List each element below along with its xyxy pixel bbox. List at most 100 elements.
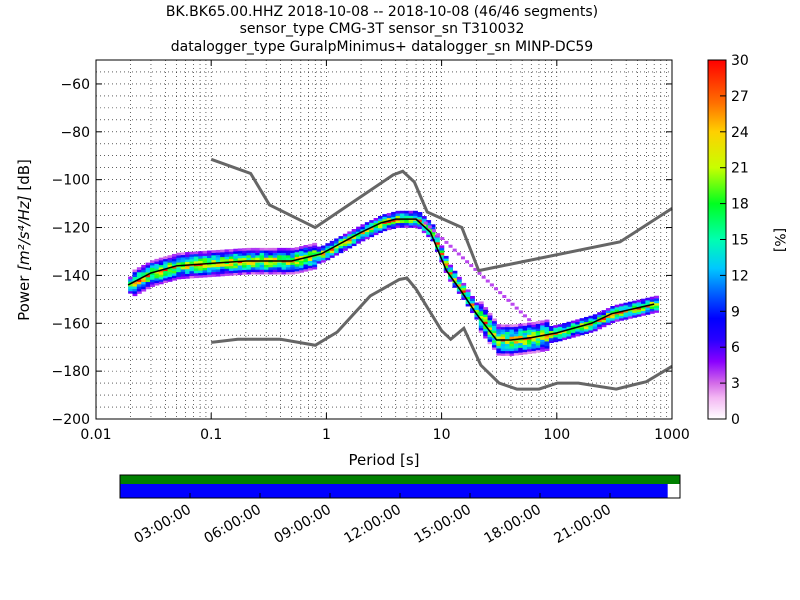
psd-cell [268, 269, 274, 273]
psd-cell [588, 320, 594, 324]
psd-cell [356, 226, 361, 230]
psd-cell [303, 264, 309, 267]
psd-cell [395, 215, 401, 219]
psd-cell [544, 321, 550, 325]
psd-cell [483, 321, 489, 325]
psd-cell [338, 250, 344, 254]
psd-cell [171, 273, 177, 276]
psd-cell [483, 314, 489, 317]
psd-cell [220, 268, 226, 272]
psd-cell [207, 264, 212, 268]
psd-cell [553, 327, 559, 331]
psd-cell [312, 242, 318, 246]
psd-cell [132, 291, 138, 294]
psd-cell [491, 320, 497, 324]
psd-cell [544, 348, 550, 351]
psd-cell [154, 275, 160, 279]
psd-cell [220, 259, 226, 262]
psd-cell [242, 272, 247, 275]
psd-cell [303, 268, 309, 272]
psd-cell [145, 284, 151, 287]
psd-cell [395, 220, 401, 224]
psd-cell [421, 218, 427, 222]
psd-cell [185, 259, 190, 262]
psd-cell [417, 226, 423, 230]
psd-cell [452, 277, 458, 281]
psd-cell [299, 265, 304, 268]
psd-cell [395, 225, 401, 228]
psd-cell [413, 222, 418, 226]
psd-cell [307, 253, 313, 257]
psd-cell [320, 255, 326, 258]
psd-cell [426, 227, 432, 230]
psd-cell [316, 256, 322, 259]
psd-cell [649, 311, 655, 314]
psd-cell [579, 320, 585, 324]
psd-cell [597, 319, 603, 323]
psd-cell [145, 276, 151, 280]
psd-cell [575, 328, 581, 332]
psd-cell [478, 327, 484, 331]
psd-cell [347, 233, 353, 237]
psd-cell [487, 341, 493, 345]
psd-cell [470, 303, 475, 306]
psd-cell [338, 240, 344, 244]
psd-cell [496, 328, 502, 332]
psd-cell [513, 336, 519, 339]
psd-cell [570, 327, 576, 331]
psd-cell [557, 328, 563, 332]
psd-cell [588, 325, 594, 329]
psd-cell [171, 258, 177, 262]
x-tick-label: 0.1 [200, 427, 222, 443]
psd-cell [277, 269, 283, 273]
psd-cell [136, 288, 142, 292]
psd-cell [316, 258, 322, 262]
colorbar-ticks: 0 3 6 9 12 15 18 21 24 27 30 [720, 53, 749, 428]
psd-cell [478, 322, 484, 326]
psd-cell [636, 314, 642, 317]
psd-cell [605, 312, 611, 316]
psd-cell [649, 301, 655, 305]
psd-cell [623, 305, 629, 308]
timeline-coverage-bar [120, 475, 680, 484]
psd-cell [373, 220, 379, 224]
psd-cell [527, 341, 532, 345]
psd-cell [592, 321, 598, 325]
psd-cell [513, 324, 519, 327]
psd-cell [325, 252, 331, 256]
psd-cell [224, 254, 230, 257]
psd-cell [268, 267, 274, 270]
psd-cell [527, 318, 532, 322]
psd-cell [224, 256, 230, 260]
psd-cell [193, 258, 199, 262]
psd-cell [377, 223, 383, 226]
psd-cell [220, 264, 226, 267]
psd-cell [456, 291, 462, 294]
psd-cell [290, 264, 296, 268]
psd-cell [448, 264, 454, 268]
psd-cell [540, 325, 546, 328]
psd-cell [575, 319, 581, 323]
psd-cell [430, 224, 436, 227]
psd-cell [553, 329, 559, 333]
psd-cell [461, 290, 467, 293]
psd-cell [141, 279, 147, 282]
psd-cell [557, 326, 563, 330]
psd-cell [171, 270, 177, 274]
psd-cell [351, 236, 357, 239]
psd-cell [268, 247, 274, 251]
psd-cell [632, 305, 638, 309]
psd-cell [215, 259, 221, 263]
psd-cell [250, 257, 256, 261]
psd-cell [527, 348, 532, 352]
psd-cell [421, 216, 427, 219]
psd-cell [399, 222, 405, 226]
psd-cell [128, 281, 133, 285]
psd-cell [483, 311, 489, 315]
psd-cell [496, 324, 502, 327]
psd-cell [180, 254, 186, 258]
psd-cell [483, 316, 489, 320]
psd-cell [434, 239, 440, 243]
psd-cell [307, 265, 313, 269]
psd-cell [259, 250, 265, 253]
